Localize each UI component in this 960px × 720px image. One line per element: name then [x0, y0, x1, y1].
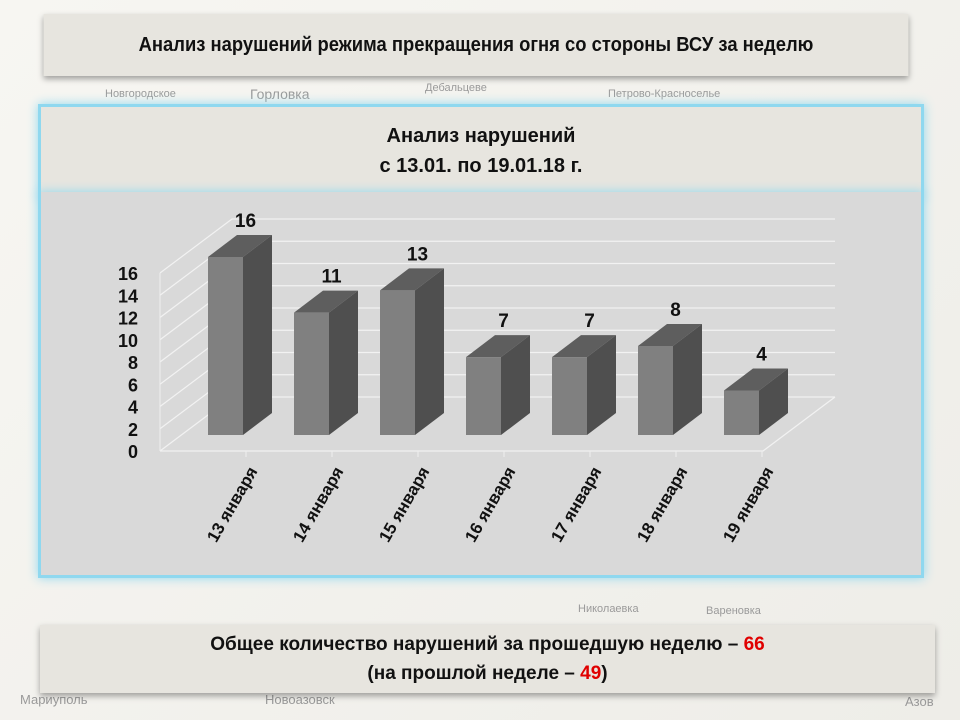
map-label: Азов — [905, 694, 934, 709]
data-label: 7 — [584, 311, 595, 332]
bar — [466, 357, 501, 435]
map-label: Новоазовск — [265, 692, 335, 707]
bar — [208, 257, 243, 435]
data-label: 8 — [670, 300, 681, 321]
summary-text: Общее количество нарушений за прошедшую … — [210, 634, 744, 655]
bar — [638, 346, 673, 435]
header-banner: Анализ нарушений режима прекращения огня… — [43, 14, 909, 76]
map-label: Новгородское — [105, 88, 176, 100]
bar-top — [208, 235, 272, 257]
bar — [294, 312, 329, 435]
map-label: Горловка — [250, 86, 310, 102]
chart-title-banner: Анализ нарушений с 13.01. по 19.01.18 г. — [38, 104, 924, 198]
y-tick-label: 14 — [118, 286, 138, 306]
chart-subtitle: с 13.01. по 19.01.18 г. — [379, 155, 583, 177]
bar-top — [294, 290, 358, 313]
y-tick-label: 0 — [128, 442, 138, 462]
x-tick-label: 16 января — [461, 464, 519, 546]
bar-side — [759, 368, 788, 435]
map-label: Николаевка — [578, 603, 639, 615]
y-tick-label: 4 — [128, 398, 138, 418]
map-label: Мариуполь — [20, 692, 88, 707]
bar-top — [380, 268, 444, 291]
y-tick-label: 16 — [118, 264, 138, 284]
map-label: Вареновка — [706, 605, 761, 617]
total-count: 66 — [743, 634, 765, 655]
data-label: 11 — [321, 267, 342, 288]
x-tick-label: 15 января — [375, 464, 433, 546]
x-tick-label: 13 января — [203, 464, 261, 546]
summary-banner: Общее количество нарушений за прошедшую … — [40, 625, 935, 693]
bar-side — [329, 290, 358, 435]
bar-top — [638, 324, 702, 346]
bar-side — [415, 268, 444, 435]
data-label: 16 — [235, 211, 256, 232]
y-tick-label: 2 — [128, 420, 138, 440]
summary-text: ) — [601, 663, 608, 684]
map-label: Петрово-Красноселье — [608, 88, 721, 100]
bar — [552, 357, 587, 435]
y-tick-label: 10 — [118, 331, 138, 351]
bar — [724, 390, 759, 435]
bar-side — [243, 235, 272, 435]
chart-area: 0 2 4 6 8 10 12 14 16 16 13 января 11 14 января 13 15 … — [38, 192, 924, 578]
x-tick-label: 14 января — [289, 464, 347, 546]
bar-top — [466, 335, 530, 358]
bar-side — [673, 324, 702, 435]
bar-side — [501, 335, 530, 435]
data-label: 4 — [756, 345, 767, 366]
x-tick-label: 19 января — [719, 464, 777, 546]
map-label: Дебальцеве — [425, 82, 487, 94]
summary-line-2: (на прошлой неделе – 49) — [367, 659, 607, 688]
y-tick-label: 8 — [128, 353, 138, 373]
x-tick-label: 17 января — [547, 464, 605, 546]
floor-edge — [160, 396, 836, 452]
y-tick-label: 6 — [128, 375, 138, 395]
data-label: 13 — [407, 244, 428, 265]
page-title: Анализ нарушений режима прекращения огня… — [138, 33, 814, 56]
x-tick-label: 18 января — [633, 464, 691, 546]
chart-title: Анализ нарушений — [386, 125, 576, 147]
bar-top — [724, 368, 788, 391]
summary-line-1: Общее количество нарушений за прошедшую … — [210, 630, 764, 659]
bar — [380, 290, 415, 435]
summary-text: (на прошлой неделе – — [367, 663, 581, 684]
gridline — [159, 218, 835, 274]
bar-top — [552, 335, 616, 358]
data-label: 7 — [498, 311, 509, 332]
y-tick-label: 12 — [118, 309, 138, 329]
previous-count: 49 — [580, 663, 602, 684]
bar-side — [587, 335, 616, 435]
